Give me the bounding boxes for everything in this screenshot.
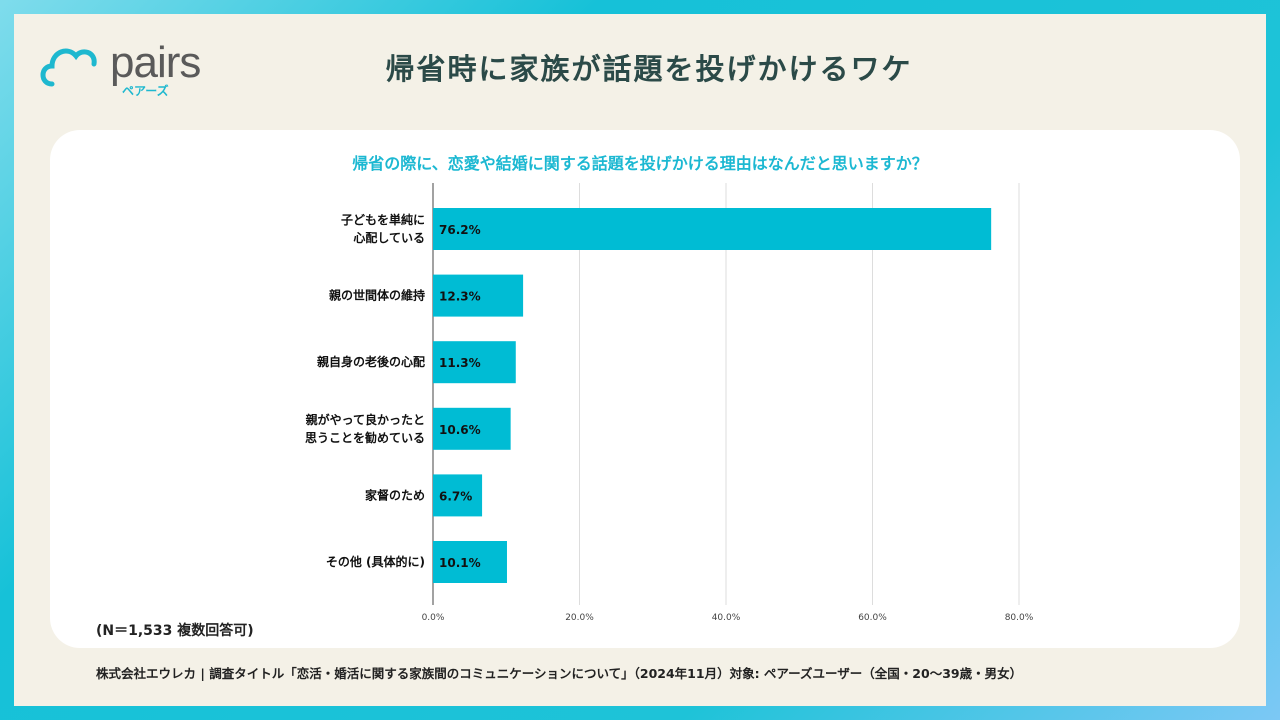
footer-source: 株式会社エウレカ | 調査タイトル「恋活・婚活に関する家族間のコミュニケーション… xyxy=(96,666,1023,681)
category-label: 親の世間体の維持 xyxy=(329,288,425,303)
bar xyxy=(433,407,511,450)
logo-subtext: ペアーズ xyxy=(122,84,169,98)
bar xyxy=(433,474,483,517)
chart-title: 帰省の際に、恋愛や結婚に関する話題を投げかける理由はなんだと思いますか？ xyxy=(352,154,928,173)
data-label: 10.6% xyxy=(439,423,481,437)
category-label: 家督のため xyxy=(365,487,425,502)
data-label: 6.7% xyxy=(439,489,472,503)
data-label: 76.2% xyxy=(439,223,481,237)
cloud-icon xyxy=(40,48,97,87)
bar xyxy=(433,341,516,384)
data-label: 12.3% xyxy=(439,290,481,304)
x-tick-label: 80.0% xyxy=(1005,613,1034,623)
category-label: 心配している xyxy=(353,230,425,245)
x-tick-label: 40.0% xyxy=(712,613,741,623)
logo-text: pairs xyxy=(110,38,201,87)
category-label: その他 (具体的に) xyxy=(326,554,425,569)
data-label: 10.1% xyxy=(439,556,481,570)
category-label: 親がやって良かったと xyxy=(306,412,425,427)
bar xyxy=(433,208,992,250)
x-tick-label: 60.0% xyxy=(858,613,887,623)
category-label: 思うことを勧めている xyxy=(305,430,425,445)
data-label: 11.3% xyxy=(439,356,481,370)
x-tick-label: 0.0% xyxy=(422,613,445,623)
sample-note: (N＝1,533 複数回答可) xyxy=(96,623,254,639)
pairs-logo: pairs ペアーズ xyxy=(38,38,201,98)
bar xyxy=(433,274,524,317)
category-label: 親自身の老後の心配 xyxy=(317,354,425,369)
category-label: 子どもを単純に xyxy=(341,212,425,227)
bar xyxy=(433,541,507,583)
page-title: 帰省時に家族が話題を投げかけるワケ xyxy=(385,52,913,86)
x-tick-label: 20.0% xyxy=(565,613,594,623)
